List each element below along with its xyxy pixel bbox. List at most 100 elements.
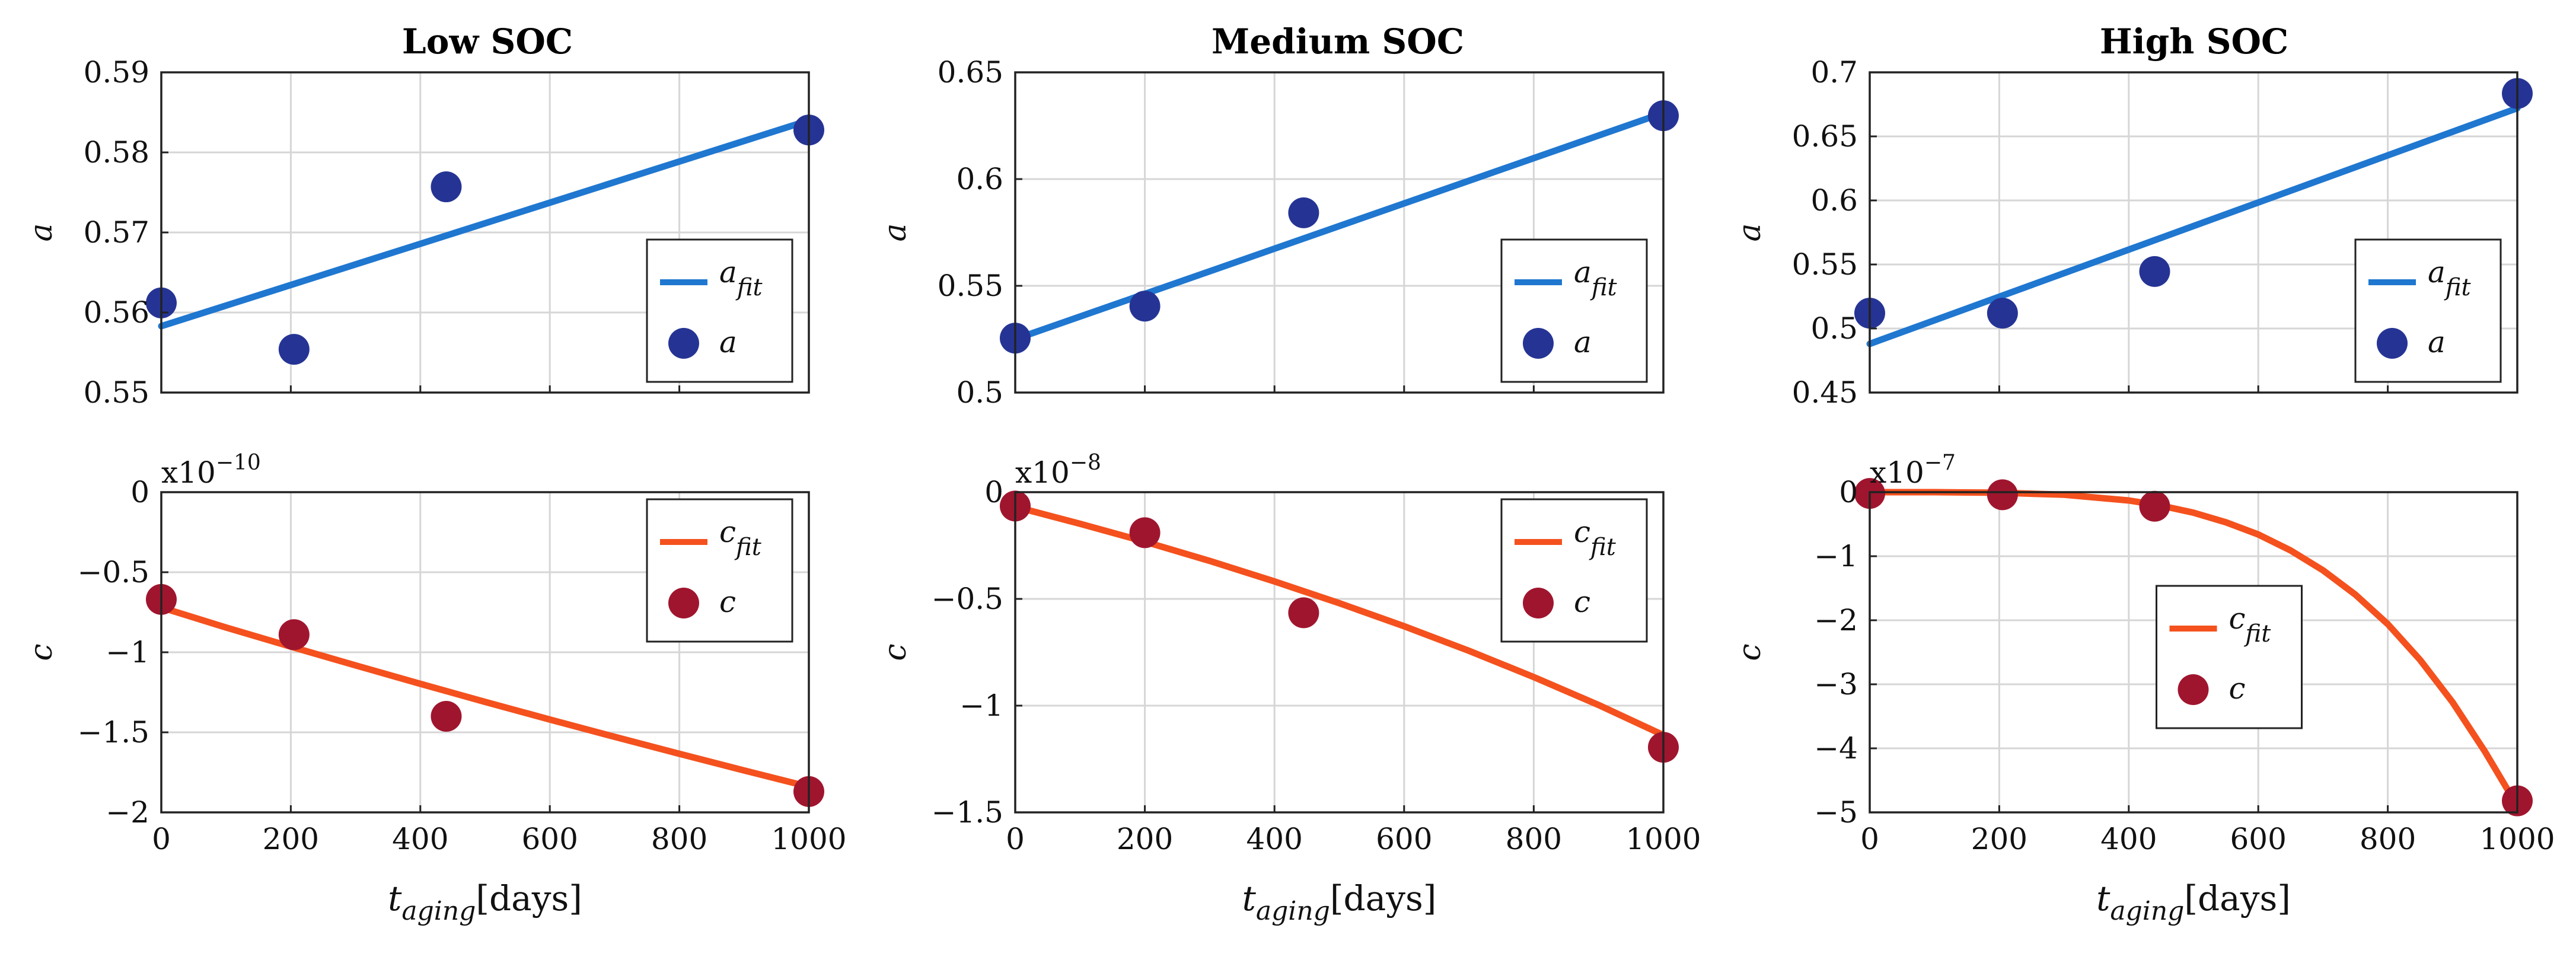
p1-y-tick-label: 0.65 [938,55,1003,90]
p2-legend-point-label: a [2428,325,2446,359]
p4-x-tick-label: 800 [1506,822,1562,856]
p1-data-point [1288,197,1319,228]
p4-x-axis-label: taging[days] [1242,878,1437,926]
p1-axes-frame [1014,71,1665,394]
p4-x-tick-label: 0 [1006,822,1025,856]
p3-legend-box [646,498,793,643]
p1-y-tick-label: 0.55 [938,269,1003,303]
panel-low-soc-a: 0.55 0.56 0.57 0.58 0.59 a afit a [24,55,824,410]
p2-y-tick-label: 0.55 [1792,247,1858,282]
p5-x-tick-label: 600 [2230,822,2286,856]
p2-y-tick-label: 0.6 [1810,183,1858,218]
p4-x-tick-label: 600 [1376,822,1432,856]
p3-x-tick-label: 800 [651,822,707,856]
p4-y-tick-label: −1.5 [932,795,1003,830]
title-low-soc: Low SOC [402,21,573,62]
p0-data-point [431,171,462,203]
p5-x-axis-label: taging[days] [2096,878,2291,926]
p0-y-tick-label: 0.57 [84,215,149,250]
p3-fit-line [158,604,812,790]
p1-legend-fit-label: afit [1574,255,1617,301]
p4-y-axis-label: c [878,643,913,661]
p3-legend-point-marker [668,588,699,618]
p2-y-tick-label: 0.65 [1792,119,1858,154]
p0-y-axis-label: a [24,223,59,241]
p4-y-tick-label: 0 [984,475,1003,509]
p2-data-point [2139,256,2170,287]
p1-legend-box [1500,238,1648,383]
p4-legend: cfit c [1500,498,1648,643]
p3-x-tick-label: 200 [263,822,319,856]
p0-y-tick-label: 0.55 [84,375,149,410]
p1-y-axis-label: a [878,223,913,241]
p3-y-tick-label: −1 [106,635,149,669]
p4-y-tick-label: −0.5 [932,582,1003,616]
p4-legend-point-label: c [1574,585,1590,619]
p1-fit-line [1012,109,1667,343]
p3-y-tick-label: −2 [106,795,149,830]
p5-legend-box [2156,585,2303,729]
p5-x-tick-label: 0 [1860,822,1879,856]
panel-low-soc-c: −2 −1.5 −1 −0.5 0 0 200 400 600 800 1000 c x10−10 tag… [24,451,847,926]
p2-legend-box [2354,238,2502,383]
p5-x-tick-label: 200 [1971,822,2027,856]
p5-exponent-label: x10−7 [1870,451,1956,490]
p4-x-tick-label: 1000 [1625,822,1701,856]
p5-y-tick-label: −1 [1814,539,1858,573]
p4-axes-frame [1014,491,1665,814]
p4-legend-point-marker [1523,588,1554,618]
p4-exponent-label: x10−8 [1015,451,1101,490]
p5-y-axis-label: c [1732,643,1768,661]
p3-x-axis-label: taging[days] [388,878,582,926]
p3-y-tick-label: −1.5 [78,715,149,750]
p0-data-point [278,334,310,365]
p2-legend-point-marker [2377,328,2408,359]
p0-y-tick-label: 0.59 [84,55,149,90]
p5-legend-point-marker [2178,674,2209,705]
p1-legend-point-marker [1523,328,1554,359]
p0-y-tick-label: 0.56 [84,295,149,330]
p3-y-tick-label: 0 [130,475,149,509]
p5-data-point [2139,490,2170,522]
title-high-soc: High SOC [2100,21,2288,62]
p5-y-tick-label: 0 [1839,475,1858,509]
p2-y-axis-label: a [1732,223,1768,241]
p3-x-tick-label: 1000 [771,822,846,856]
panel-medium-soc-a: 0.5 0.55 0.6 0.65 a afit a [878,55,1679,410]
p3-x-tick-label: 400 [392,822,448,856]
panel-high-soc-a: 0.45 0.5 0.55 0.6 0.65 0.7 a afit a [1732,55,2533,410]
p5-x-tick-label: 800 [2360,822,2416,856]
p4-fit-line [1012,503,1667,739]
p2-y-tick-label: 0.7 [1810,55,1858,90]
p1-legend-point-label: a [1574,325,1592,359]
p0-legend-point-label: a [719,325,737,359]
p2-data-point [1987,298,2018,329]
p2-legend-fit-label: afit [2428,255,2471,301]
panel-high-soc-c: −5 −4 −3 −2 −1 0 0 200 400 600 800 1000 c x10−7 taging… [1732,451,2555,926]
p1-data-point [1129,291,1161,322]
p0-legend-fit-label: afit [719,255,763,301]
p5-legend-point-label: c [2229,671,2246,706]
p2-fit-line [1866,105,2521,347]
p5-y-tick-label: −4 [1814,731,1858,766]
p3-y-axis-label: c [24,643,59,661]
p2-y-tick-label: 0.45 [1792,375,1858,410]
p1-y-tick-label: 0.5 [956,375,1003,410]
p5-legend-fit-label: cfit [2229,601,2272,648]
p5-data-point [1987,479,2018,511]
p5-x-tick-label: 400 [2100,822,2157,856]
p5-x-tick-label: 1000 [2479,822,2555,856]
p3-x-tick-label: 600 [521,822,578,856]
p5-legend: cfit c [2156,585,2303,729]
p4-x-tick-label: 200 [1117,822,1173,856]
p4-legend-fit-label: cfit [1574,515,1617,561]
p0-legend-point-marker [668,328,699,359]
p4-y-tick-label: −1 [959,688,1003,723]
p3-legend-fit-label: cfit [719,515,762,561]
p0-legend-box [646,238,793,383]
p2-axes-frame [1869,71,2518,394]
p3-y-tick-label: −0.5 [78,555,149,589]
p4-data-point [1288,597,1319,629]
p5-axes-frame [1869,491,2518,814]
